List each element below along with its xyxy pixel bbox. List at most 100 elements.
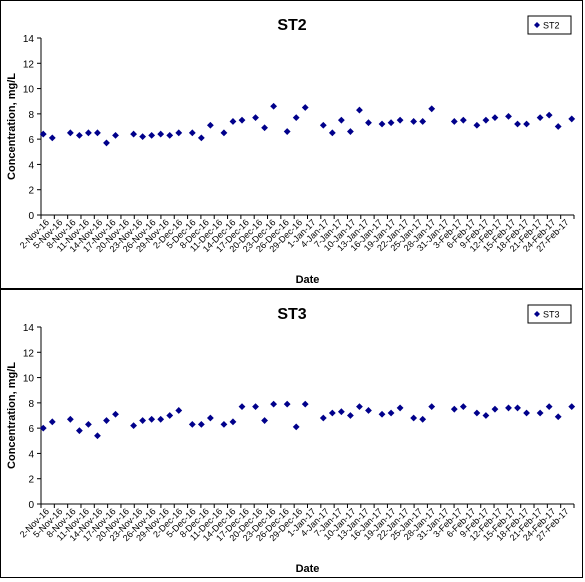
data-point <box>301 400 309 408</box>
data-point <box>356 403 363 411</box>
data-point <box>365 119 372 127</box>
scatter-chart-st3: ST3024681012142-Nov-165-Nov-168-Nov-1611… <box>6 304 576 575</box>
data-point <box>545 111 553 119</box>
data-point <box>319 121 327 129</box>
data-point <box>396 404 404 412</box>
legend-marker <box>534 22 540 28</box>
data-point <box>387 119 395 127</box>
data-point <box>473 409 481 417</box>
data-point <box>505 404 512 412</box>
data-point <box>554 413 562 421</box>
data-point <box>270 400 278 408</box>
data-point <box>292 114 300 122</box>
data-point <box>220 420 228 428</box>
legend-marker <box>534 311 540 317</box>
data-point <box>206 414 214 422</box>
y-tick-label: 6 <box>28 424 34 435</box>
chart-title: ST3 <box>277 306 306 323</box>
data-point <box>337 116 345 124</box>
data-point <box>66 415 74 423</box>
data-point <box>220 129 228 137</box>
data-point <box>112 410 119 418</box>
data-point <box>473 121 481 129</box>
data-point <box>85 129 92 137</box>
data-point <box>328 129 336 137</box>
data-point <box>428 105 436 113</box>
data-point <box>514 120 521 128</box>
data-point <box>554 123 562 130</box>
data-point <box>545 403 553 411</box>
data-point <box>188 420 196 428</box>
data-point <box>523 120 530 128</box>
data-point <box>450 118 458 125</box>
data-point <box>491 405 499 413</box>
data-point <box>410 414 418 422</box>
data-point <box>387 409 395 417</box>
data-point <box>536 114 544 122</box>
data-point <box>157 415 165 423</box>
y-tick-label: 0 <box>28 500 34 511</box>
legend-label: ST2 <box>543 21 560 31</box>
data-point <box>459 116 467 124</box>
y-tick-label: 8 <box>28 399 34 410</box>
data-point <box>270 102 278 110</box>
data-point <box>175 129 183 137</box>
data-point <box>130 422 137 430</box>
y-tick-label: 10 <box>23 85 35 96</box>
data-point <box>39 424 47 432</box>
scatter-chart-st2: ST2024681012142-Nov-165-Nov-168-Nov-1611… <box>6 15 576 286</box>
data-point <box>139 133 147 141</box>
data-point <box>337 408 345 416</box>
y-tick-label: 8 <box>28 110 34 121</box>
data-point <box>347 128 354 135</box>
data-point <box>568 403 576 411</box>
data-point <box>514 404 521 412</box>
data-point <box>523 409 530 417</box>
data-point <box>568 115 576 123</box>
x-axis-title: Date <box>296 563 320 575</box>
y-tick-label: 2 <box>28 475 34 486</box>
y-tick-label: 4 <box>28 160 34 171</box>
data-point <box>229 118 237 125</box>
data-point <box>166 412 174 419</box>
x-axis-title: Date <box>296 274 320 286</box>
data-point <box>148 131 156 139</box>
data-point <box>292 423 300 431</box>
data-point <box>139 417 147 424</box>
data-point <box>66 129 74 137</box>
data-point <box>378 120 386 128</box>
y-tick-label: 4 <box>28 449 34 460</box>
legend-label: ST3 <box>543 310 560 320</box>
y-tick-label: 12 <box>23 348 35 359</box>
data-point <box>48 418 56 426</box>
chart-panel-st3: ST3 0 2 4 6 8 10 12 14 2-Nov-16 5-Nov-16 8-Nov-16 11… <box>0 289 583 578</box>
data-point <box>283 400 291 408</box>
data-point <box>94 129 101 137</box>
data-point <box>482 412 490 419</box>
data-point <box>238 116 246 124</box>
data-point <box>301 104 309 111</box>
y-axis-title: Concentration, mg/L <box>6 73 18 180</box>
y-axis-title: Concentration, mg/L <box>6 362 18 469</box>
legend-box <box>527 15 572 35</box>
data-point <box>450 405 458 413</box>
data-point <box>197 420 205 428</box>
data-point <box>419 118 427 125</box>
data-point <box>188 129 196 137</box>
data-point <box>48 134 56 142</box>
data-point <box>148 415 156 423</box>
data-point <box>261 124 268 132</box>
y-tick-label: 6 <box>28 135 34 146</box>
data-point <box>396 116 404 124</box>
data-point <box>319 414 327 422</box>
y-tick-label: 2 <box>28 186 34 197</box>
data-point <box>459 403 467 411</box>
data-point <box>261 417 268 424</box>
data-point <box>356 106 363 114</box>
y-tick-label: 12 <box>23 59 35 70</box>
chart-title: ST2 <box>277 17 306 34</box>
data-point <box>197 134 205 142</box>
data-point <box>428 403 436 411</box>
data-point <box>206 121 214 129</box>
data-point <box>75 131 83 139</box>
